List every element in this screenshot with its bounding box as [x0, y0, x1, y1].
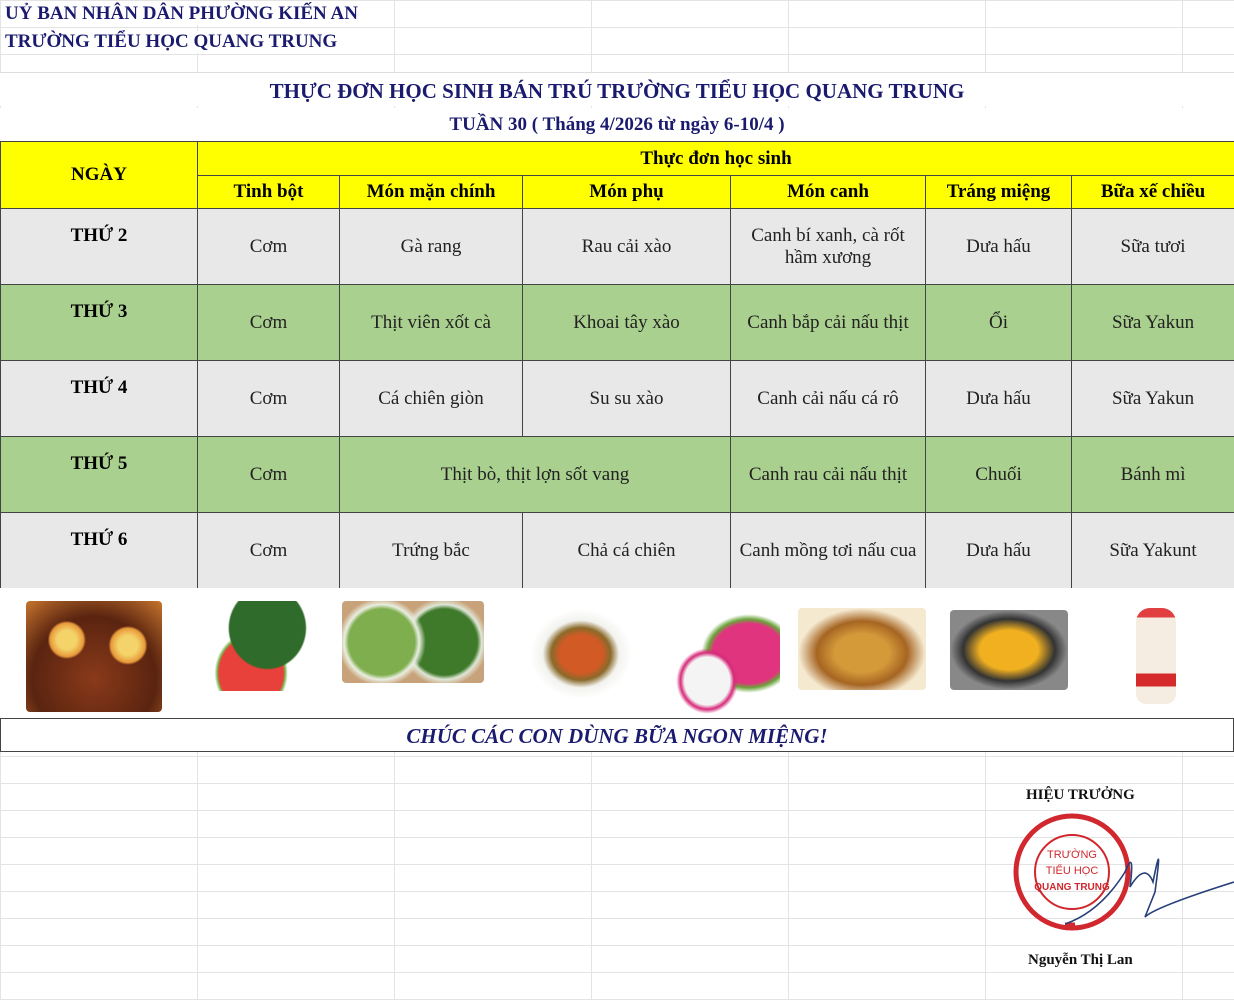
cell: Thịt viên xốt cà — [339, 284, 523, 361]
cell: Dưa hấu — [925, 208, 1072, 285]
dragon-fruit-image — [676, 604, 780, 714]
day-cell: THỨ 4 — [0, 360, 198, 437]
svg-text:TRƯỜNG: TRƯỜNG — [1047, 848, 1097, 861]
col-header: Tinh bột — [197, 175, 340, 209]
stir-fried-greens-image — [342, 601, 484, 683]
cell: Bánh mì — [1070, 436, 1234, 513]
col-header: Món mặn chính — [339, 175, 523, 209]
day-cell: THỨ 5 — [0, 436, 198, 513]
cell: Khoai tây xào — [522, 284, 731, 361]
cell: Canh bí xanh, cà rốt hầm xương — [730, 208, 926, 285]
org-line-1: UỶ BAN NHÂN DÂN PHƯỜNG KIẾN AN — [5, 3, 358, 25]
col-header: Tráng miệng — [925, 175, 1072, 209]
menu-subtitle: TUẦN 30 ( Tháng 4/2026 từ ngày 6-10/4 ) — [0, 108, 1234, 141]
day-cell: THỨ 3 — [0, 284, 198, 361]
menu-table: NGÀY Thực đơn học sinh Tinh bột Món mặn … — [0, 141, 1234, 589]
table-row: THỨ 4 Cơm Cá chiên giòn Su su xào Canh c… — [0, 360, 1234, 437]
cell: Sữa Yakun — [1070, 360, 1234, 437]
cell: Cơm — [197, 208, 340, 285]
cell: Cơm — [197, 284, 340, 361]
principal-name: Nguyễn Thị Lan — [1028, 952, 1133, 969]
principal-title: HIỆU TRƯỞNG — [1026, 787, 1135, 804]
day-header: NGÀY — [0, 141, 198, 209]
cell: Canh mồng tơi nấu cua — [730, 512, 926, 589]
cell: Gà rang — [339, 208, 523, 285]
cell: Dưa hấu — [925, 512, 1072, 589]
stir-fried-vegetables-image — [521, 601, 641, 707]
food-images — [0, 588, 1234, 718]
cell: Dưa hấu — [925, 360, 1072, 437]
cell: Canh rau cải nấu thịt — [730, 436, 926, 513]
braised-pork-eggs-image — [26, 601, 162, 712]
col-header: Món canh — [730, 175, 926, 209]
table-row: THỨ 5 Cơm Thịt bò, thịt lợn sốt vang Can… — [0, 436, 1234, 513]
closing-message: CHÚC CÁC CON DÙNG BỮA NGON MIỆNG! — [0, 718, 1234, 752]
cell: Cá chiên giòn — [339, 360, 523, 437]
svg-text:QUANG TRUNG: QUANG TRUNG — [1034, 882, 1110, 893]
cell: Ổi — [925, 284, 1072, 361]
cell: Rau cải xào — [522, 208, 731, 285]
svg-text:TIỂU HỌC: TIỂU HỌC — [1046, 864, 1099, 877]
crab-soup-image — [950, 610, 1068, 690]
cell: Chả cá chiên — [522, 512, 731, 589]
cell: Canh cải nấu cá rô — [730, 360, 926, 437]
group-header: Thực đơn học sinh — [196, 141, 1234, 176]
table-row: THỨ 3 Cơm Thịt viên xốt cà Khoai tây xào… — [0, 284, 1234, 361]
cell: Thịt bò, thịt lợn sốt vang — [339, 436, 731, 513]
cell: Canh bắp cải nấu thịt — [730, 284, 926, 361]
cell: Cơm — [197, 436, 340, 513]
day-cell: THỨ 2 — [0, 208, 198, 285]
watermelon-image — [208, 601, 316, 691]
col-header: Bữa xế chiều — [1070, 175, 1234, 209]
cell: Sữa Yakun — [1070, 284, 1234, 361]
cell: Chuối — [925, 436, 1072, 513]
col-header: Món phụ — [522, 175, 731, 209]
menu-title: THỰC ĐƠN HỌC SINH BÁN TRÚ TRƯỜNG TIỂU HỌ… — [0, 72, 1234, 106]
cell: Sữa Yakunt — [1070, 512, 1234, 589]
cell: Sữa tươi — [1070, 208, 1234, 285]
org-line-2: TRƯỜNG TIỂU HỌC QUANG TRUNG — [5, 31, 338, 53]
table-row: THỨ 6 Cơm Trứng bắc Chả cá chiên Canh mồ… — [0, 512, 1234, 589]
cell: Cơm — [197, 360, 340, 437]
cell: Su su xào — [522, 360, 731, 437]
day-cell: THỨ 6 — [0, 512, 198, 589]
cell: Trứng bắc — [339, 512, 523, 589]
cell: Cơm — [197, 512, 340, 589]
table-row: THỨ 2 Cơm Gà rang Rau cải xào Canh bí xa… — [0, 208, 1234, 285]
yakult-bottle-image — [1136, 608, 1176, 704]
stamp-signature-image: TRƯỜNG TIỂU HỌC QUANG TRUNG — [1013, 813, 1234, 931]
cabbage-soup-image — [798, 608, 926, 690]
